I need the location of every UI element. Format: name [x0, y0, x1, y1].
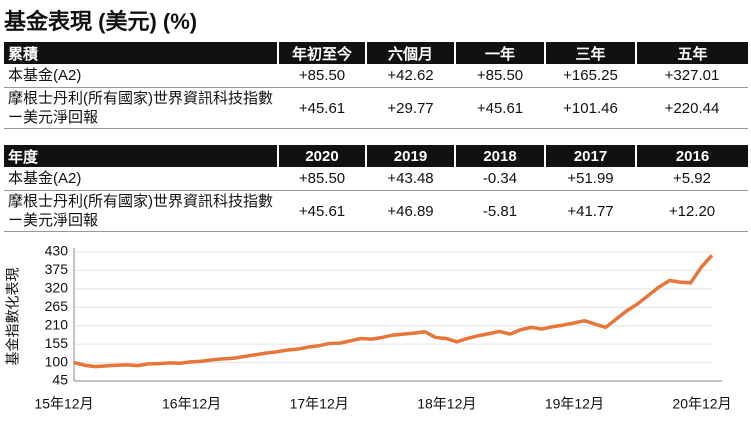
cell: +165.25 [545, 64, 636, 88]
y-tick-label: 320 [45, 280, 69, 296]
y-tick-label: 430 [45, 243, 69, 259]
cell: +101.46 [545, 87, 636, 129]
cell: -5.81 [455, 190, 545, 232]
cell: 摩根士丹利(所有國家)世界資訊科技指數ー美元淨回報 [4, 190, 278, 232]
header-cell: 年初至今 [277, 42, 366, 64]
cell: +41.77 [545, 190, 636, 232]
cell: +51.99 [545, 167, 636, 191]
x-tick-label: 20年12月 [672, 396, 731, 412]
cell: 本基金(A2) [4, 64, 278, 88]
x-tick-label: 16年12月 [162, 396, 221, 412]
y-axis-label: 基金指數化表現 [5, 268, 21, 366]
line [73, 254, 714, 369]
x-tick-label: 18年12月 [417, 396, 476, 412]
header-cell: 2020 [277, 145, 366, 167]
y-tick-label: 155 [45, 335, 69, 351]
cell: +85.50 [455, 64, 545, 88]
x-tick-label: 19年12月 [545, 396, 604, 412]
cell: +85.50 [278, 167, 366, 191]
cell: +45.61 [455, 87, 545, 129]
cell: +42.62 [366, 64, 455, 88]
x-tick-label: 15年12月 [34, 396, 93, 412]
title: 基金表現 (美元) (%) [4, 9, 198, 34]
y-tick-label: 45 [52, 372, 68, 388]
header-cell: 2019 [365, 145, 455, 167]
cell: +220.44 [636, 87, 748, 129]
header-row: 年度 2020 2019 2018 2017 2016 [4, 145, 748, 167]
table: 年度 2020 2019 2018 2017 2016 本基金(A2) +85.50 +43.4… [4, 145, 748, 232]
cell: +45.61 [278, 190, 366, 232]
y-tick-label: 100 [45, 353, 69, 369]
cell: 本基金(A2) [4, 167, 278, 191]
header-cell: 累積 [4, 42, 278, 64]
header-cell: 六個月 [365, 42, 455, 64]
header-cell: 2018 [454, 145, 545, 167]
cell: +85.50 [278, 64, 366, 88]
cell: +46.89 [366, 190, 455, 232]
header-cell: 五年 [635, 42, 748, 64]
cell: +43.48 [366, 167, 455, 191]
cell: +5.92 [636, 167, 748, 191]
cell: +327.01 [636, 64, 748, 88]
header-cell: 三年 [544, 42, 636, 64]
chart: 基金指數化表現 45 100 155 210 265 320 375 430 15年12月 16年1… [5, 243, 732, 412]
header-row: 累積 年初至今 六個月 一年 三年 五年 [4, 42, 748, 64]
header-cell: 2016 [635, 145, 748, 167]
cell: 摩根士丹利(所有國家)世界資訊科技指數ー美元淨回報 [4, 87, 278, 129]
cell: +29.77 [366, 87, 455, 129]
cell: +12.20 [636, 190, 748, 232]
cell: -0.34 [455, 167, 545, 191]
cell: +45.61 [278, 87, 366, 129]
header-cell: 2017 [544, 145, 636, 167]
header-cell: 一年 [454, 42, 545, 64]
header-cell: 年度 [4, 145, 278, 167]
y-tick-label: 375 [45, 261, 69, 277]
table: 累積 年初至今 六個月 一年 三年 五年 本基金(A2) +85.50 +42.62 +85.50… [4, 42, 748, 129]
y-tick-label: 210 [45, 316, 69, 332]
row: 本基金(A2) +85.50 +43.48 -0.34 +51.99 +5.92 [4, 167, 748, 191]
row: 本基金(A2) +85.50 +42.62 +85.50 +165.25 +327.01 [4, 64, 748, 88]
row: 摩根士丹利(所有國家)世界資訊科技指數ー美元淨回報 +45.61 +29.77 +45… [4, 87, 748, 129]
x-tick-label: 17年12月 [290, 396, 349, 412]
y-tick-label: 265 [45, 298, 69, 314]
row: 摩根士丹利(所有國家)世界資訊科技指數ー美元淨回報 +45.61 +46.89 -5.… [4, 190, 748, 232]
